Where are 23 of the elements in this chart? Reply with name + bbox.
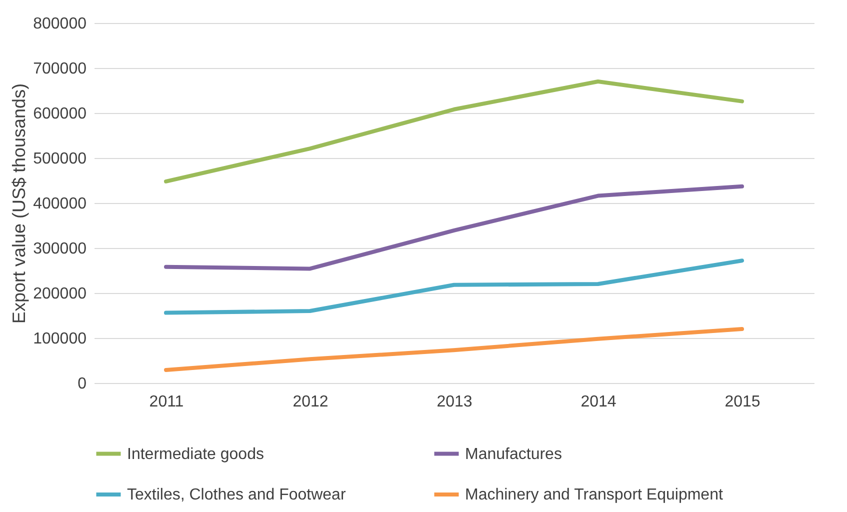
y-tick-label: 400000 bbox=[33, 196, 87, 212]
y-tick-label: 200000 bbox=[33, 286, 87, 302]
y-tick-label: 0 bbox=[78, 376, 87, 392]
y-tick-label: 100000 bbox=[33, 330, 87, 348]
y-tick-label: 600000 bbox=[33, 106, 87, 122]
x-tick-label: 2013 bbox=[436, 394, 472, 410]
line-series bbox=[164, 184, 744, 271]
x-tick-label: 2014 bbox=[580, 394, 616, 410]
y-tick-label: 700000 bbox=[33, 60, 87, 78]
line-series bbox=[164, 258, 744, 315]
x-tick-label: 2012 bbox=[292, 394, 328, 410]
y-tick-label: 300000 bbox=[33, 240, 87, 258]
legend-label: Intermediate goods bbox=[127, 446, 264, 463]
y-axis-title: Export value (US$ thousands) bbox=[9, 83, 30, 324]
legend-label: Manufactures bbox=[465, 446, 562, 463]
line-series bbox=[164, 327, 744, 372]
y-tick-label: 800000 bbox=[33, 16, 87, 32]
line-series bbox=[164, 80, 744, 184]
y-tick-label: 500000 bbox=[33, 150, 87, 168]
legend-label: Textiles, Clothes and Footwear bbox=[127, 486, 346, 504]
x-tick-label: 2011 bbox=[149, 394, 184, 410]
x-tick-label: 2015 bbox=[724, 394, 760, 410]
legend-label: Machinery and Transport Equipment bbox=[465, 486, 724, 504]
